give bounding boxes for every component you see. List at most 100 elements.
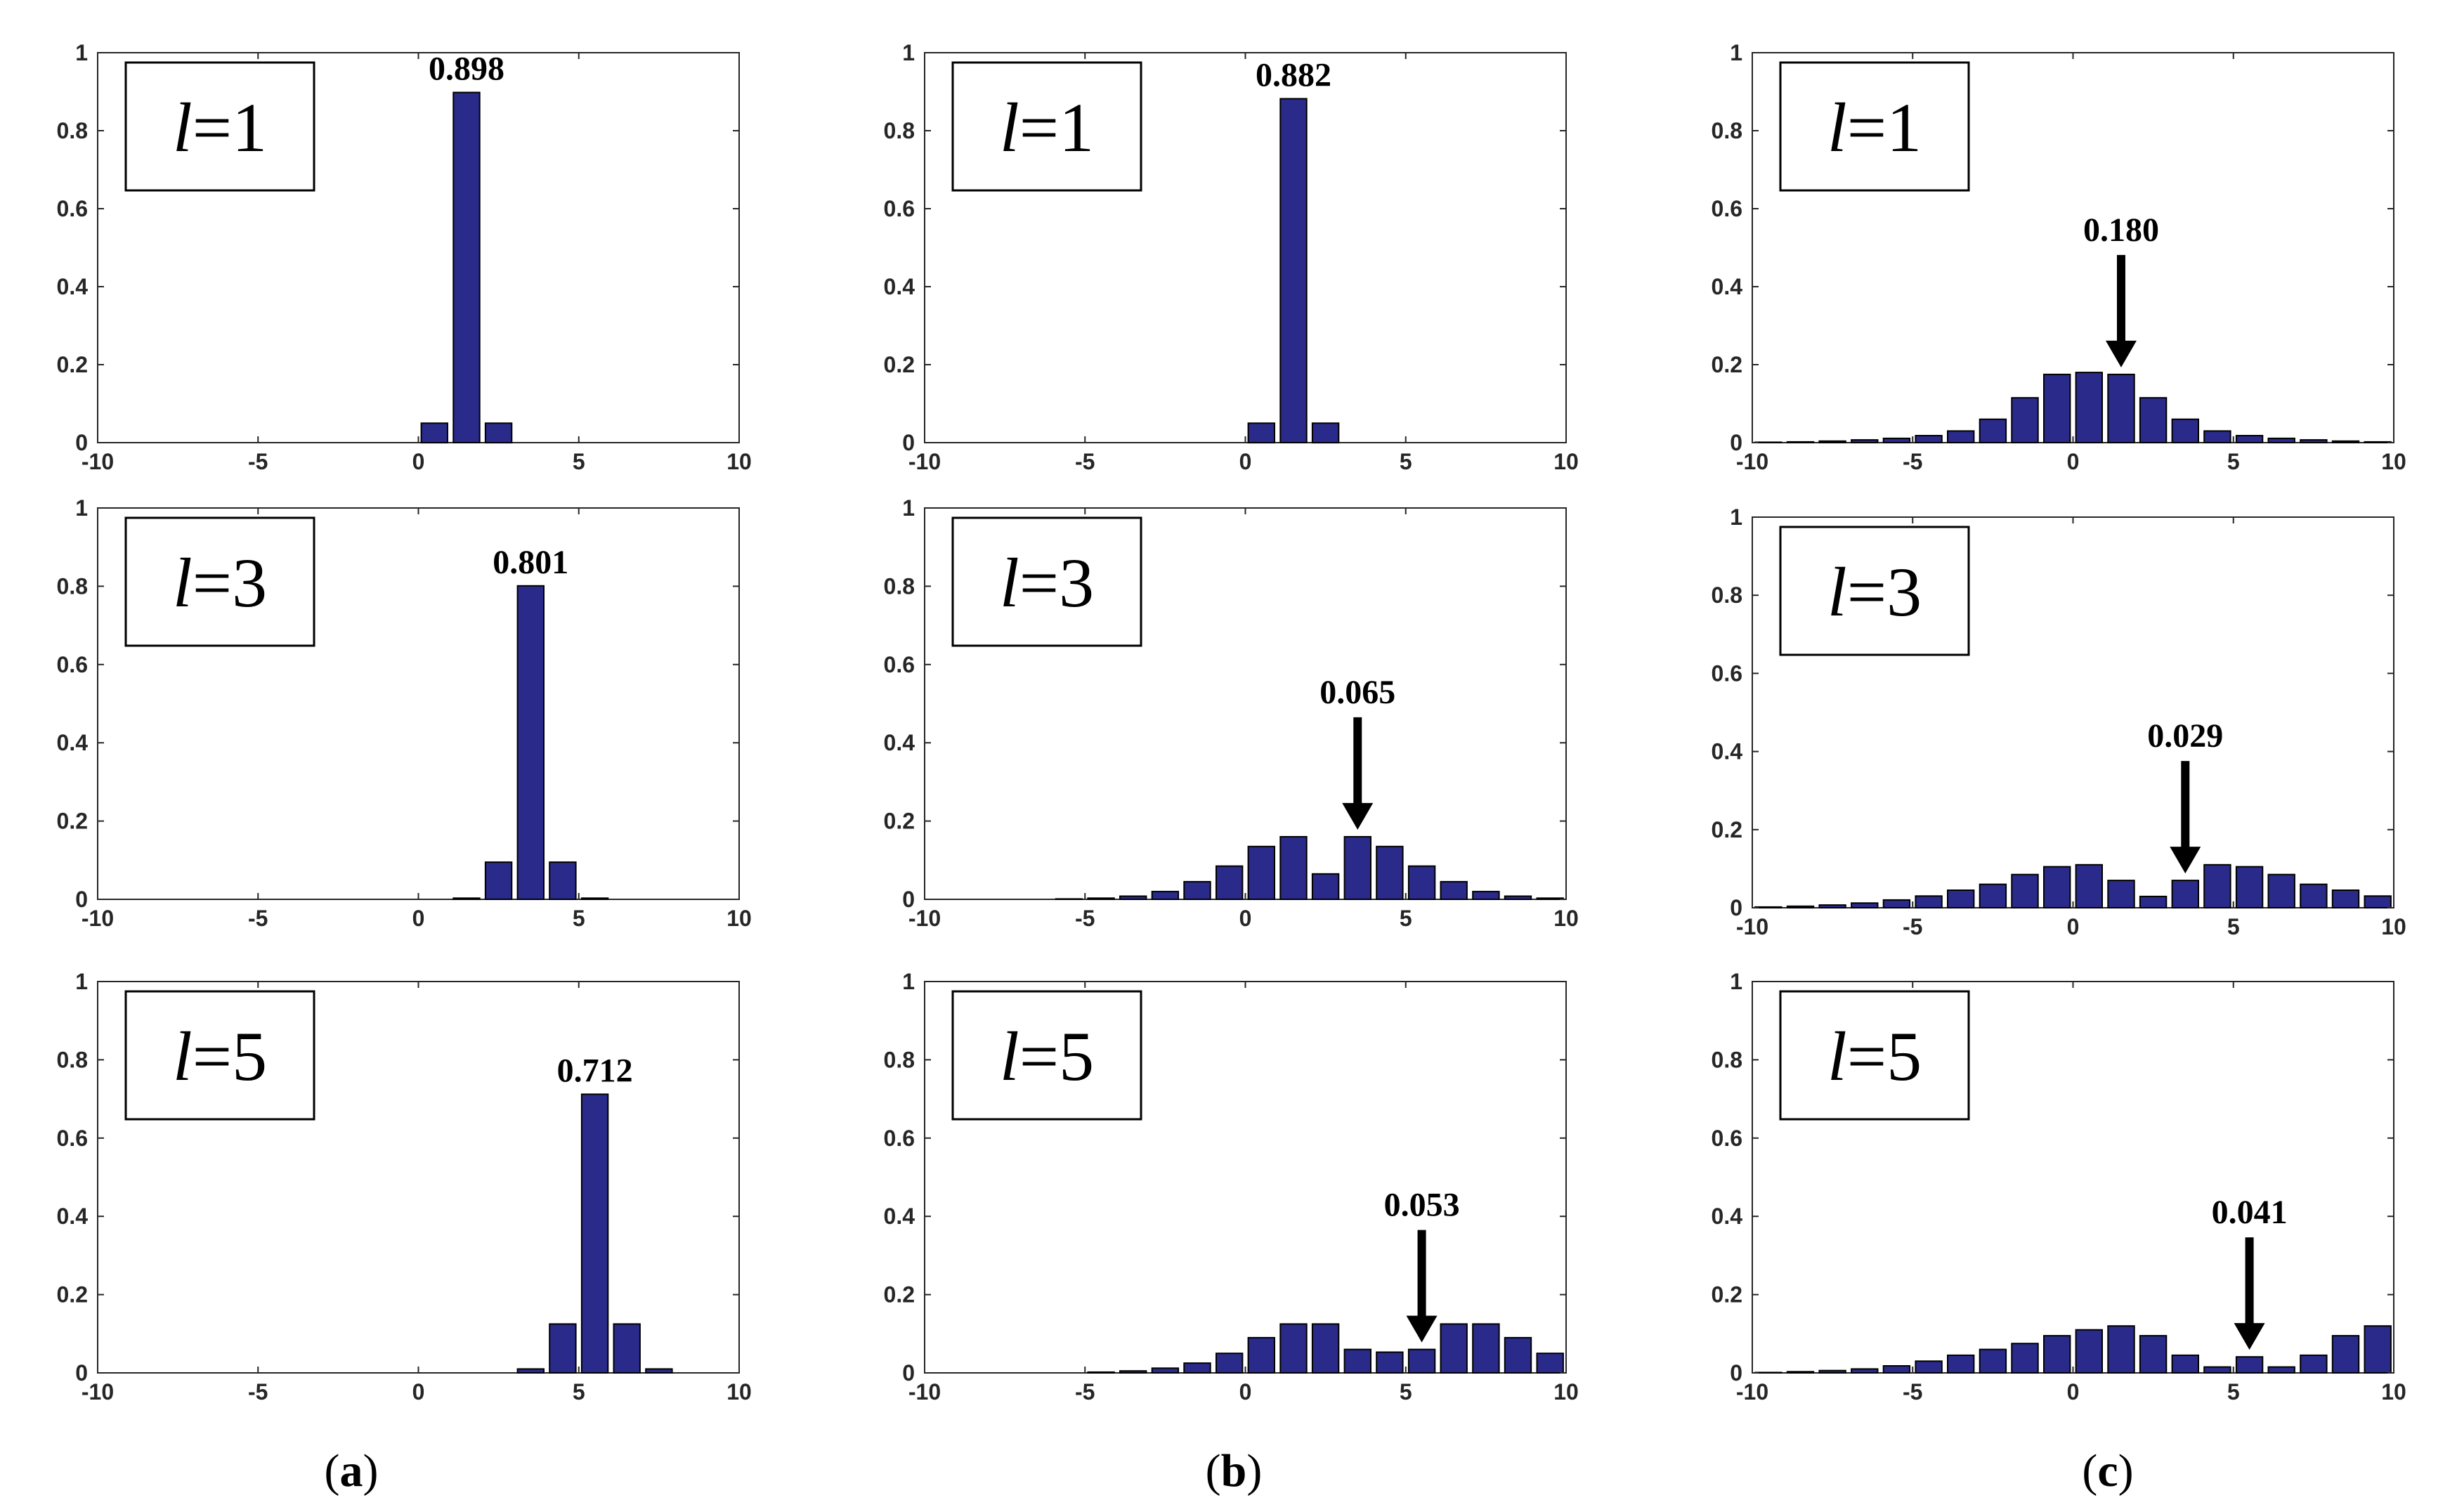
legend-box: l=3 (124, 516, 315, 647)
legend-value: =5 (1019, 1017, 1094, 1095)
x-tick-label: -5 (248, 449, 268, 474)
legend-label: l=1 (1827, 89, 1922, 167)
bar (1947, 1354, 1975, 1374)
bar (2043, 866, 2071, 908)
annotation-arrowhead (1342, 802, 1374, 830)
legend-var: l (1827, 1017, 1847, 1095)
bar (2300, 1354, 2328, 1374)
panel-a1: 0 0.2 0.4 0.6 0.8 1 -10 -5 0 5 10 l=1 0.898 (57, 40, 752, 474)
legend-label: l=3 (1827, 553, 1922, 631)
y-tick-label: 0.8 (884, 1047, 915, 1072)
y-tick-label: 0.6 (1712, 1126, 1742, 1151)
bar (2171, 418, 2200, 444)
x-tick-label: -10 (82, 449, 114, 474)
bar (2235, 1356, 2264, 1374)
legend-box: l=3 (1779, 526, 1970, 656)
bar (1472, 890, 1500, 901)
x-tick-label: -10 (82, 1379, 114, 1405)
legend-value: =1 (1847, 89, 1922, 167)
y-tick-label: 0.8 (57, 573, 88, 599)
bar (1754, 906, 1783, 909)
bar (1786, 1371, 1815, 1374)
x-tick-label: -5 (1903, 449, 1922, 474)
y-tick-label: 0.4 (57, 1204, 89, 1229)
y-tick-label: 0.4 (57, 274, 89, 299)
bar (2267, 873, 2295, 908)
caption-b: (b) (1206, 1445, 1263, 1497)
legend-label: l=5 (173, 1017, 267, 1095)
bar (1754, 1371, 1783, 1374)
legend-frame (1779, 990, 1970, 1121)
bar (549, 861, 577, 900)
y-tick-label: 0.6 (1712, 660, 1742, 686)
bar (1536, 897, 1564, 901)
bar (1247, 845, 1275, 901)
y-tick-label: 0.6 (57, 196, 88, 221)
bar (1915, 1360, 1943, 1374)
y-tick-label: 0.2 (884, 809, 915, 834)
panel-b1: 0 0.2 0.4 0.6 0.8 1 -10 -5 0 5 10 l=1 0.882 (884, 40, 1579, 474)
bar (1151, 890, 1180, 901)
y-tick-label: 0.8 (1712, 118, 1742, 143)
bar (1279, 835, 1308, 901)
bar (1440, 1323, 1468, 1374)
x-tick-label: 10 (1553, 449, 1579, 474)
bar (1376, 845, 1404, 901)
x-tick-label: 5 (2227, 449, 2240, 474)
legend-value: =5 (193, 1017, 267, 1095)
x-tick-label: 0 (2067, 1379, 2080, 1405)
panel-a3: 0 0.2 0.4 0.6 0.8 1 -10 -5 0 5 10 l=3 0.801 (57, 495, 752, 931)
bar (1882, 899, 1911, 909)
legend-frame (124, 516, 315, 647)
bar (2107, 1325, 2135, 1374)
y-tick-label: 0.6 (884, 1126, 915, 1151)
bar (1311, 1323, 1340, 1374)
x-tick-label: -5 (1903, 914, 1922, 939)
legend-frame (124, 61, 315, 192)
x-tick-label: 0 (1239, 1379, 1252, 1405)
bar (2075, 1329, 2104, 1374)
bar (1311, 873, 1340, 901)
panel-b5: 0 0.2 0.4 0.6 0.8 1 -10 -5 0 5 10 l=5 0.053 (884, 969, 1579, 1405)
bar (1754, 441, 1783, 444)
y-tick-label: 1 (902, 969, 915, 994)
legend-label: l=1 (1000, 89, 1094, 167)
caption-c: (c) (2082, 1445, 2133, 1497)
x-tick-label: 0 (412, 449, 425, 474)
y-tick-label: 0.2 (57, 352, 88, 377)
bar (1882, 437, 1911, 444)
bar (2364, 895, 2392, 909)
bar (2203, 863, 2231, 909)
bar (1279, 1323, 1308, 1374)
legend-box: l=1 (1779, 61, 1970, 192)
y-tick-label: 0 (902, 887, 915, 912)
y-tick-label: 1 (902, 495, 915, 521)
bar (1279, 98, 1308, 443)
y-tick-label: 0.4 (884, 730, 915, 755)
y-tick-label: 0.4 (1712, 739, 1743, 764)
bar (1851, 902, 1879, 909)
bar (452, 897, 481, 901)
legend-var: l (1827, 553, 1847, 631)
x-tick-label: 0 (2067, 449, 2080, 474)
x-tick-label: -5 (248, 906, 268, 931)
x-tick-label: -10 (1736, 1379, 1768, 1405)
panel-a5: 0 0.2 0.4 0.6 0.8 1 -10 -5 0 5 10 l=5 0.712 (57, 969, 752, 1405)
annotation-arrowhead (2170, 847, 2201, 874)
y-tick-label: 1 (902, 40, 915, 65)
y-tick-label: 0.4 (1712, 274, 1743, 299)
x-tick-label: -10 (82, 906, 114, 931)
bar (1119, 1370, 1147, 1374)
legend-var: l (1827, 89, 1847, 167)
bar (2300, 883, 2328, 908)
legend-frame (1779, 526, 1970, 656)
bar (2075, 372, 2104, 443)
bar (1343, 835, 1371, 901)
legend-label: l=5 (1827, 1017, 1922, 1095)
x-tick-label: 5 (1400, 1379, 1412, 1405)
annotation-arrowhead (1406, 1315, 1438, 1343)
value-annotation: 0.882 (1256, 56, 1331, 93)
y-tick-label: 0 (1730, 895, 1742, 920)
bar (1087, 1371, 1115, 1374)
y-tick-label: 1 (75, 495, 88, 521)
